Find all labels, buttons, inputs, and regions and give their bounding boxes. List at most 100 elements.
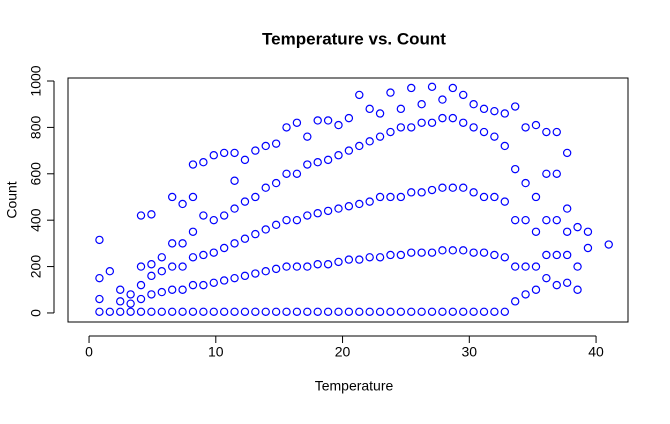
point bbox=[375, 192, 385, 202]
point bbox=[448, 183, 458, 192]
point bbox=[386, 250, 395, 260]
x-tick-label: 0 bbox=[85, 344, 93, 360]
point bbox=[303, 262, 312, 271]
point bbox=[136, 307, 146, 316]
point bbox=[261, 225, 270, 234]
point bbox=[542, 169, 551, 178]
point bbox=[386, 192, 395, 202]
x-tick-label: 40 bbox=[588, 344, 604, 360]
point bbox=[562, 227, 572, 236]
point bbox=[105, 307, 115, 316]
point bbox=[448, 113, 458, 123]
point bbox=[542, 250, 551, 260]
point bbox=[209, 307, 218, 316]
point bbox=[552, 127, 561, 137]
point bbox=[396, 192, 406, 202]
point bbox=[427, 185, 437, 195]
point bbox=[323, 155, 333, 165]
point bbox=[271, 307, 281, 316]
point bbox=[375, 109, 385, 118]
point bbox=[167, 239, 177, 248]
point bbox=[95, 235, 104, 245]
point bbox=[448, 83, 458, 93]
point bbox=[251, 269, 260, 278]
point bbox=[459, 307, 468, 316]
point bbox=[292, 169, 302, 178]
point bbox=[500, 197, 509, 206]
point bbox=[448, 246, 458, 255]
point bbox=[178, 239, 187, 248]
point bbox=[365, 307, 374, 316]
point bbox=[147, 260, 156, 269]
point bbox=[303, 211, 312, 220]
point bbox=[344, 146, 354, 155]
point bbox=[355, 307, 364, 316]
point bbox=[240, 197, 250, 206]
point bbox=[126, 307, 135, 316]
x-axis-label: Temperature bbox=[315, 378, 394, 394]
point bbox=[313, 116, 322, 125]
point bbox=[323, 307, 333, 316]
point bbox=[116, 297, 125, 306]
point bbox=[292, 307, 302, 316]
point bbox=[542, 127, 551, 137]
point bbox=[573, 285, 582, 294]
point bbox=[261, 141, 270, 151]
point bbox=[219, 276, 229, 285]
point bbox=[157, 267, 166, 276]
point bbox=[95, 273, 104, 283]
point bbox=[147, 210, 156, 219]
point bbox=[490, 307, 499, 316]
point bbox=[313, 157, 322, 167]
point bbox=[604, 240, 613, 249]
x-tick-label: 20 bbox=[335, 344, 351, 360]
point bbox=[344, 255, 354, 264]
point bbox=[199, 157, 208, 167]
point bbox=[552, 169, 561, 178]
point bbox=[230, 273, 239, 283]
point bbox=[407, 188, 416, 197]
point bbox=[552, 215, 561, 225]
point bbox=[292, 215, 302, 225]
point bbox=[271, 139, 281, 148]
point bbox=[157, 287, 166, 297]
point bbox=[396, 104, 406, 114]
point bbox=[323, 260, 333, 269]
point bbox=[427, 307, 437, 316]
point bbox=[459, 90, 468, 100]
point bbox=[344, 307, 354, 316]
point bbox=[479, 192, 489, 202]
point bbox=[417, 100, 426, 109]
point bbox=[271, 220, 281, 230]
point bbox=[552, 250, 561, 260]
y-tick-label: 800 bbox=[28, 116, 44, 140]
plot-box bbox=[67, 77, 629, 323]
y-axis-label: Count bbox=[4, 181, 20, 218]
point bbox=[448, 307, 458, 316]
point bbox=[240, 155, 250, 165]
point bbox=[355, 90, 364, 100]
point bbox=[521, 290, 530, 299]
point bbox=[209, 151, 218, 160]
point bbox=[469, 123, 478, 132]
x-tick-label: 10 bbox=[208, 344, 224, 360]
point bbox=[282, 215, 291, 225]
point bbox=[303, 307, 312, 316]
point bbox=[344, 113, 354, 123]
chart-title: Temperature vs. Count bbox=[262, 29, 446, 48]
point bbox=[573, 262, 582, 271]
point bbox=[219, 243, 229, 253]
point bbox=[147, 307, 156, 316]
point bbox=[313, 307, 322, 316]
point bbox=[531, 120, 541, 130]
point bbox=[562, 148, 572, 158]
point bbox=[230, 176, 239, 185]
point bbox=[271, 264, 281, 274]
point bbox=[95, 307, 104, 316]
point bbox=[438, 113, 447, 123]
point bbox=[292, 262, 302, 271]
point bbox=[209, 248, 218, 257]
point bbox=[386, 127, 395, 137]
point bbox=[396, 307, 406, 316]
point bbox=[261, 307, 270, 316]
